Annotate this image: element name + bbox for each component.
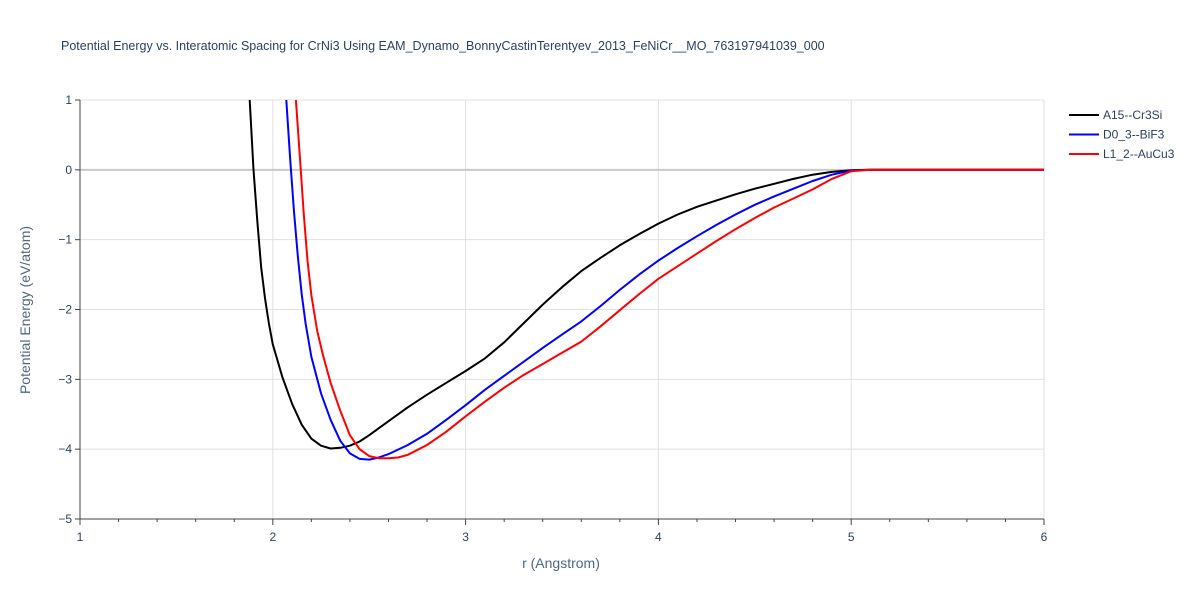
legend-label: D0_3--BiF3 <box>1103 128 1165 142</box>
series-lines <box>248 100 1044 461</box>
legend-label: A15--Cr3Si <box>1103 108 1162 122</box>
x-axis-label: r (Angstrom) <box>522 555 600 571</box>
y-tick-label: −4 <box>58 442 72 456</box>
x-tick-label: 1 <box>77 530 84 544</box>
x-tick-label: 4 <box>655 530 662 544</box>
series-line-2 <box>294 100 1044 460</box>
x-tick-label: 6 <box>1041 530 1048 544</box>
legend[interactable]: A15--Cr3Si D0_3--BiF3 L1_2--AuCu3 <box>1069 108 1175 161</box>
y-axis-label: Potential Energy (eV/atom) <box>17 226 33 394</box>
y-tick-label: −3 <box>58 372 72 386</box>
series-line-1 <box>285 100 1044 461</box>
x-tick-label: 5 <box>848 530 855 544</box>
legend-label: L1_2--AuCu3 <box>1103 147 1175 161</box>
y-tick-label: −5 <box>58 512 72 526</box>
legend-item[interactable]: A15--Cr3Si <box>1069 108 1162 122</box>
y-tick-label: 1 <box>65 93 72 107</box>
y-tick-label: 0 <box>65 163 72 177</box>
y-tick-label: −2 <box>58 303 72 317</box>
x-tick-label: 2 <box>269 530 276 544</box>
legend-item[interactable]: L1_2--AuCu3 <box>1069 147 1175 161</box>
series-line-0 <box>248 100 1044 450</box>
legend-item[interactable]: D0_3--BiF3 <box>1069 128 1165 142</box>
x-tick-label: 3 <box>462 530 469 544</box>
axes: 1 2 3 4 5 6 1 0 −1 −2 −3 −4 −5 <box>58 93 1047 544</box>
y-tick-label: −1 <box>58 233 72 247</box>
chart-title: Potential Energy vs. Interatomic Spacing… <box>61 39 825 53</box>
grid <box>79 99 1045 520</box>
